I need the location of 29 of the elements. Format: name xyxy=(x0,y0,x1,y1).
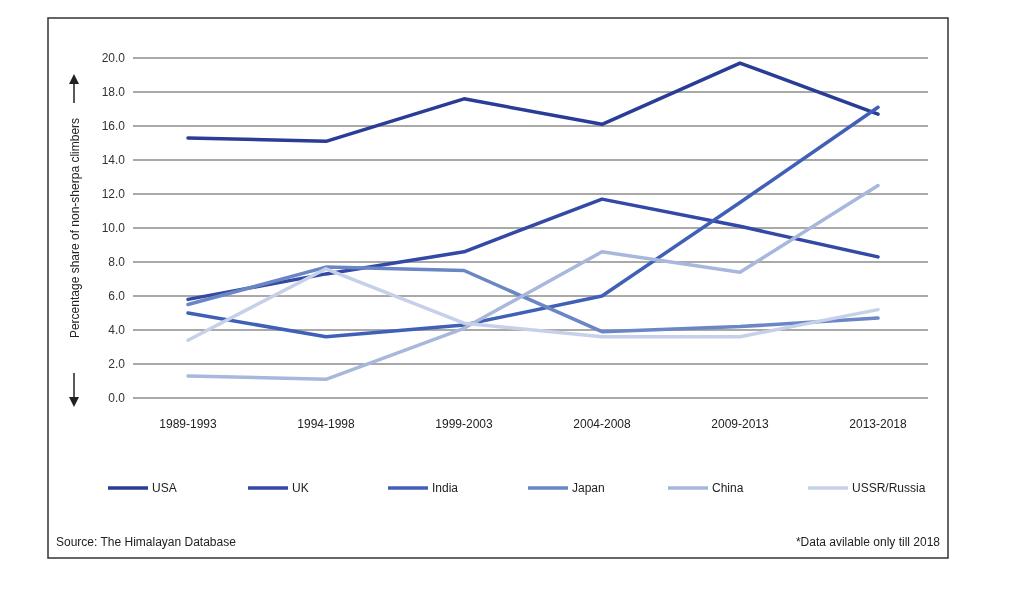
y-tick-label: 8.0 xyxy=(108,255,126,270)
y-tick-label: 12.0 xyxy=(101,187,126,202)
y-axis-title: Percentage share of non-sherpa climbers xyxy=(67,117,82,339)
line-series xyxy=(186,183,880,382)
y-tick-label: 16.0 xyxy=(101,119,126,134)
x-tick-label: 1999-2003 xyxy=(435,417,494,431)
line-series xyxy=(186,61,880,144)
legend-label: UK xyxy=(292,481,309,496)
source-note: Source: The Himalayan Database xyxy=(56,535,237,549)
legend-label: USA xyxy=(152,481,177,496)
y-tick-label: 6.0 xyxy=(108,289,126,304)
y-tick-label: 20.0 xyxy=(101,51,126,66)
line-series xyxy=(186,105,880,339)
y-tick-label: 2.0 xyxy=(108,357,126,372)
text: *Data avilable only till 2018 xyxy=(795,535,941,549)
y-tick-label: 4.0 xyxy=(108,323,126,338)
y-tick-label: 18.0 xyxy=(101,85,126,100)
x-tick-label: 1994-1998 xyxy=(297,417,356,431)
x-tick-label: 2009-2013 xyxy=(711,417,770,431)
legend-label: USSR/Russia xyxy=(852,481,926,496)
legend-label: China xyxy=(712,481,744,496)
x-tick-label: 1989-1993 xyxy=(159,417,218,431)
y-tick-label: 0.0 xyxy=(108,391,126,406)
y-tick-label: 10.0 xyxy=(101,221,126,236)
x-tick-label: 2013-2018 xyxy=(849,417,908,431)
y-tick-label: 14.0 xyxy=(101,153,126,168)
legend-label: India xyxy=(432,481,459,496)
legend-label: Japan xyxy=(572,481,605,496)
x-tick-label: 2004-2008 xyxy=(573,417,632,431)
